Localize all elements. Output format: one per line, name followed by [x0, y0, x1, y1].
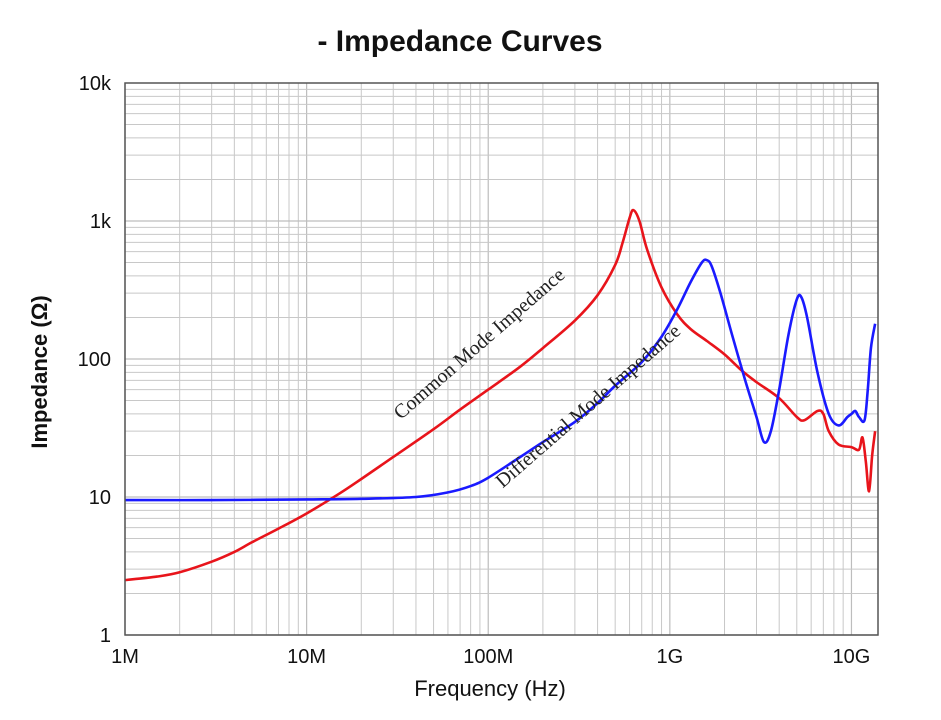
x-tick-label: 1G [657, 646, 684, 668]
y-tick-label: 1k [90, 211, 112, 233]
x-tick-label: 10M [287, 646, 326, 668]
y-tick-label: 10k [79, 73, 112, 95]
series-layer [124, 208, 877, 582]
y-axis-label: Impedance (Ω) [27, 295, 52, 448]
grid [124, 83, 878, 636]
y-tick-label: 1 [100, 625, 111, 647]
tick-labels: 1M 10M 100M 1G 10G 1 10 100 1k 10k [78, 73, 871, 668]
differential-mode-line [124, 258, 877, 502]
plot-frame [124, 82, 879, 636]
x-axis-label: Frequency (Hz) [414, 676, 566, 701]
differential-mode-annotation: Differential Mode Impedance [491, 320, 685, 492]
chart-title: - Impedance Curves [317, 25, 602, 58]
y-tick-label: 100 [78, 349, 111, 371]
x-tick-label: 1M [111, 646, 139, 668]
x-tick-label: 100M [463, 646, 513, 668]
y-tick-label: 10 [89, 487, 111, 509]
common-mode-line [124, 208, 877, 582]
x-tick-label: 10G [833, 646, 871, 668]
